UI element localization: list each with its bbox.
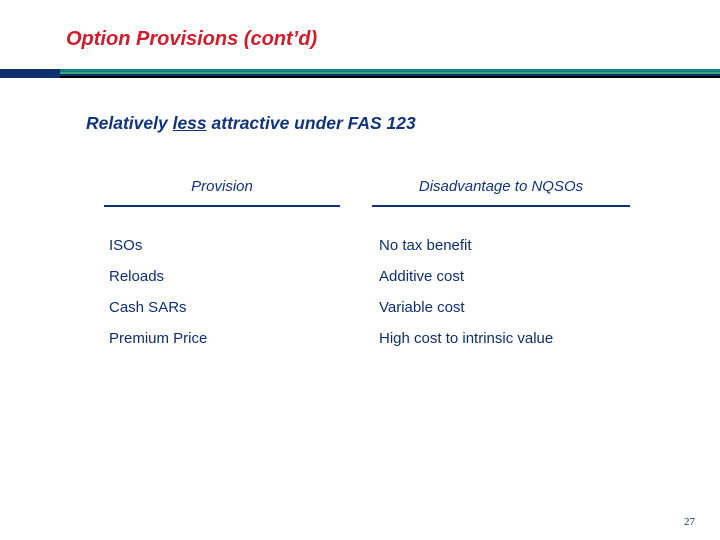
header-rule-teal [0,69,720,72]
disadvantage-cell: Additive cost [379,268,465,285]
column-header-disadvantage: Disadvantage to NQSOs [418,178,584,195]
slide-title: Option Provisions (cont’d) [66,28,318,50]
subheading: Relatively less attractive under FAS 123 [86,113,416,134]
provision-cell: ISOs [109,237,143,254]
provision-cell: Cash SARs [109,299,187,316]
disadvantage-cell: High cost to intrinsic value [379,330,554,347]
header-rule-navy [0,74,720,76]
column-header-provision: Provision [191,178,253,195]
provision-cell: Premium Price [109,330,208,347]
subheading-part-1: Relatively [86,113,173,133]
provision-cell: Reloads [109,268,165,285]
disadvantage-cell: No tax benefit [379,237,472,254]
page-number: 27 [684,516,695,528]
disadvantage-cell: Variable cost [379,299,465,316]
subheading-emphasis: less [172,113,207,133]
header-rule-green [0,72,720,74]
header-rule-black [0,76,720,78]
column-rule-provision [104,205,340,207]
header-rule-left-block [0,69,60,78]
column-rule-disadvantage [372,205,630,207]
subheading-part-3: attractive under FAS 123 [206,113,416,133]
